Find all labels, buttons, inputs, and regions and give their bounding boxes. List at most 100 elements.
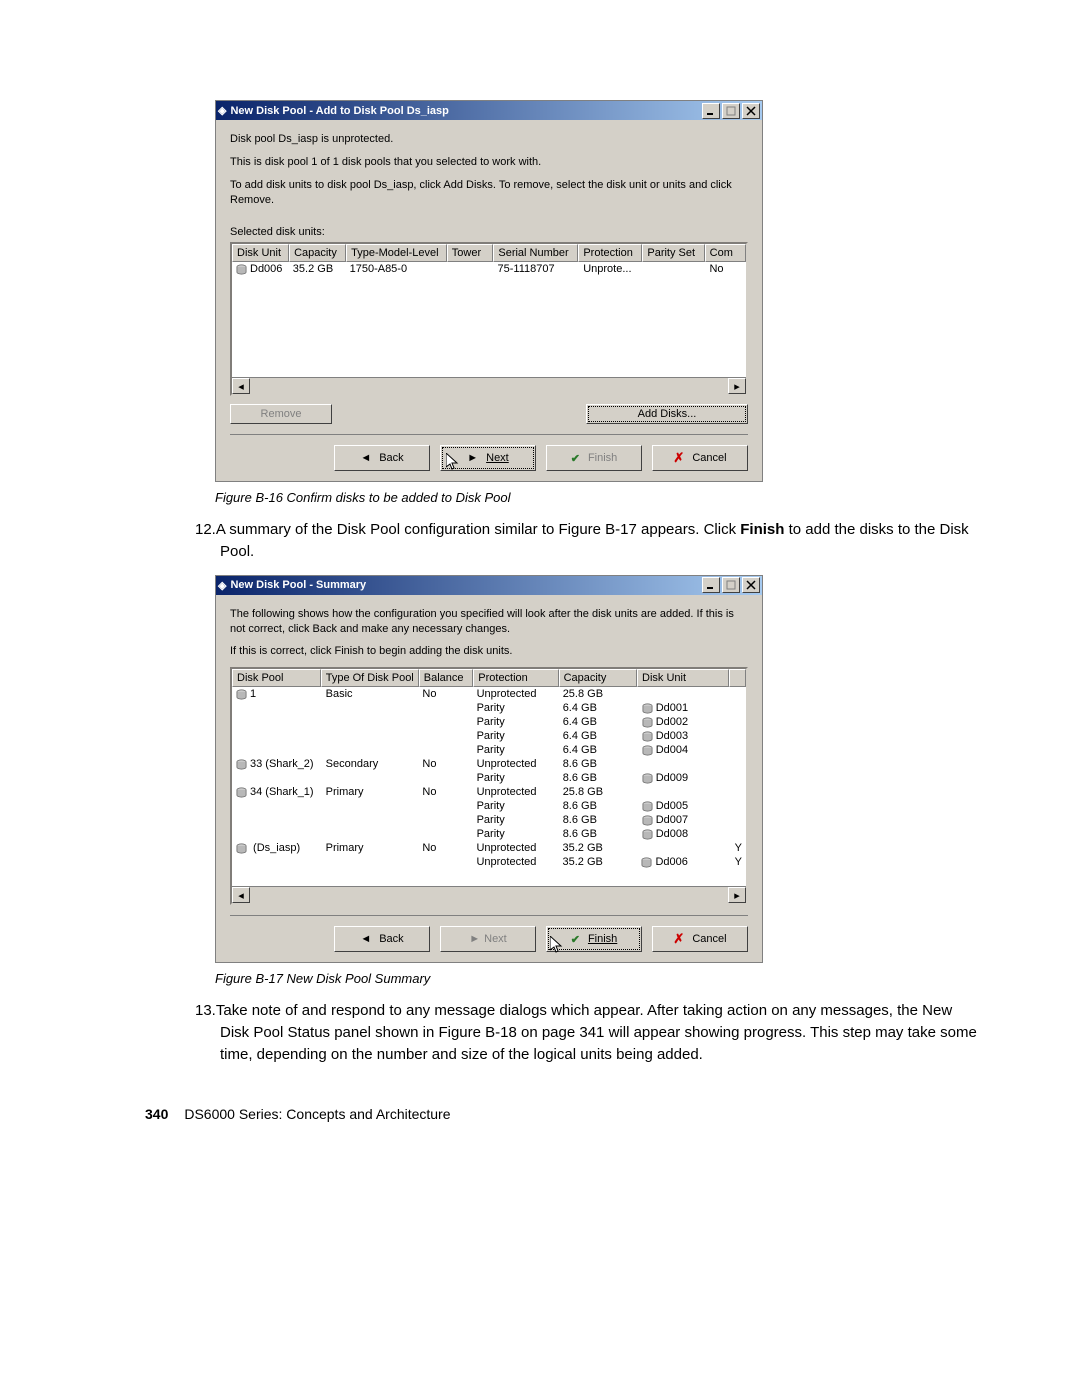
table-cell: Parity xyxy=(473,771,559,785)
table-cell xyxy=(322,855,419,869)
table-cell xyxy=(638,785,731,799)
finish-button[interactable]: ✔Finish xyxy=(546,445,642,471)
table-row[interactable]: Dd00635.2 GB1750-A85-075-1118707Unprote.… xyxy=(232,262,746,276)
table-cell xyxy=(418,701,472,715)
summary-text-2: If this is correct, click Finish to begi… xyxy=(230,644,748,659)
table-row[interactable]: 1BasicNoUnprotected25.8 GB xyxy=(232,687,746,701)
column-header[interactable]: Serial Number xyxy=(493,244,578,262)
maximize-button[interactable] xyxy=(722,577,740,593)
page-footer: 340DS6000 Series: Concepts and Architect… xyxy=(145,1106,980,1122)
column-header[interactable] xyxy=(729,669,746,687)
column-header[interactable]: Disk Unit xyxy=(232,244,289,262)
table-cell xyxy=(322,729,419,743)
table-cell: 8.6 GB xyxy=(559,799,638,813)
table-row[interactable]: (Ds_iasp)PrimaryNoUnprotected35.2 GBY xyxy=(232,841,746,855)
table-cell: Dd003 xyxy=(638,729,731,743)
summary-list[interactable]: Disk PoolType Of Disk PoolBalanceProtect… xyxy=(230,667,748,905)
titlebar[interactable]: ◈ New Disk Pool - Summary xyxy=(216,576,762,595)
table-row[interactable]: Parity8.6 GBDd009 xyxy=(232,771,746,785)
table-cell: Dd006 xyxy=(637,855,730,869)
figure-caption-2: Figure B-17 New Disk Pool Summary xyxy=(215,971,980,986)
next-button[interactable]: Next xyxy=(440,445,536,471)
table-cell xyxy=(731,799,746,813)
table-cell xyxy=(232,813,322,827)
table-row[interactable]: 34 (Shark_1)PrimaryNoUnprotected25.8 GB xyxy=(232,785,746,799)
disk-icon xyxy=(236,264,247,275)
step-13: 13.Take note of and respond to any messa… xyxy=(195,1000,980,1065)
table-cell xyxy=(322,715,419,729)
scroll-left-button[interactable]: ◂ xyxy=(232,887,250,903)
titlebar[interactable]: ◈ New Disk Pool - Add to Disk Pool Ds_ia… xyxy=(216,101,762,120)
remove-button[interactable]: Remove xyxy=(230,404,332,424)
column-header[interactable]: Protection xyxy=(578,244,642,262)
table-row[interactable]: Parity6.4 GBDd001 xyxy=(232,701,746,715)
column-header[interactable]: Type-Model-Level xyxy=(346,244,447,262)
table-cell xyxy=(232,701,322,715)
disk-icon xyxy=(641,857,652,868)
table-cell: Unprotected xyxy=(472,855,558,869)
table-cell: 8.6 GB xyxy=(559,771,638,785)
table-cell xyxy=(418,827,472,841)
add-disks-button[interactable]: Add Disks... xyxy=(586,404,748,424)
column-header[interactable]: Tower xyxy=(447,244,494,262)
column-header[interactable]: Protection xyxy=(473,669,558,687)
table-cell xyxy=(322,813,419,827)
table-cell: Parity xyxy=(473,729,559,743)
table-row[interactable]: Parity8.6 GBDd008 xyxy=(232,827,746,841)
column-header[interactable]: Disk Unit xyxy=(637,669,729,687)
table-row[interactable]: Parity8.6 GBDd007 xyxy=(232,813,746,827)
table-cell xyxy=(418,855,472,869)
column-header[interactable]: Com xyxy=(705,244,746,262)
table-cell: Primary xyxy=(322,785,419,799)
table-cell xyxy=(232,799,322,813)
footer-title: DS6000 Series: Concepts and Architecture xyxy=(184,1106,450,1122)
table-row[interactable]: Parity6.4 GBDd003 xyxy=(232,729,746,743)
column-header[interactable]: Type Of Disk Pool xyxy=(321,669,419,687)
column-header[interactable]: Balance xyxy=(419,669,474,687)
table-cell xyxy=(731,827,746,841)
step-12: 12.A summary of the Disk Pool configurat… xyxy=(195,519,980,563)
table-cell: No xyxy=(418,841,472,855)
table-row[interactable]: Parity6.4 GBDd004 xyxy=(232,743,746,757)
table-cell xyxy=(418,729,472,743)
finish-button[interactable]: ✔Finish xyxy=(546,926,642,952)
table-cell: Unprotected xyxy=(473,757,559,771)
back-button[interactable]: Back xyxy=(334,926,430,952)
column-header[interactable]: Capacity xyxy=(289,244,346,262)
info-text-2: This is disk pool 1 of 1 disk pools that… xyxy=(230,155,748,170)
column-header[interactable]: Capacity xyxy=(559,669,637,687)
column-header[interactable]: Disk Pool xyxy=(232,669,321,687)
maximize-button[interactable] xyxy=(722,103,740,119)
scroll-left-button[interactable]: ◂ xyxy=(232,378,250,394)
table-cell: Basic xyxy=(322,687,419,701)
table-row[interactable]: Parity6.4 GBDd002 xyxy=(232,715,746,729)
table-row[interactable]: Parity8.6 GBDd005 xyxy=(232,799,746,813)
table-cell: Y xyxy=(731,841,746,855)
table-cell: No xyxy=(418,687,472,701)
disk-icon xyxy=(642,829,653,840)
next-button[interactable]: ► Next xyxy=(440,926,536,952)
cancel-button[interactable]: ✗Cancel xyxy=(652,445,748,471)
scroll-right-button[interactable]: ▸ xyxy=(728,887,746,903)
selected-units-label: Selected disk units: xyxy=(230,225,748,240)
table-cell: 33 (Shark_2) xyxy=(232,757,322,771)
selected-disks-list[interactable]: Disk UnitCapacityType-Model-LevelTowerSe… xyxy=(230,242,748,396)
horizontal-scrollbar[interactable]: ◂ ▸ xyxy=(232,377,746,394)
horizontal-scrollbar[interactable]: ◂ ▸ xyxy=(232,886,746,903)
table-cell: Unprote... xyxy=(579,262,643,276)
close-button[interactable] xyxy=(742,103,760,119)
minimize-button[interactable] xyxy=(702,103,720,119)
back-button[interactable]: Back xyxy=(334,445,430,471)
close-button[interactable] xyxy=(742,577,760,593)
scroll-right-button[interactable]: ▸ xyxy=(728,378,746,394)
cancel-button[interactable]: ✗Cancel xyxy=(652,926,748,952)
disk-icon xyxy=(236,843,247,854)
table-row[interactable]: Unprotected35.2 GBDd006Y xyxy=(232,855,746,869)
table-cell: Dd005 xyxy=(638,799,731,813)
column-header[interactable]: Parity Set xyxy=(642,244,704,262)
dialog-add-to-disk-pool: ◈ New Disk Pool - Add to Disk Pool Ds_ia… xyxy=(215,100,763,482)
table-row[interactable]: 33 (Shark_2)SecondaryNoUnprotected8.6 GB xyxy=(232,757,746,771)
app-icon: ◈ xyxy=(218,104,226,117)
table-cell xyxy=(638,687,731,701)
minimize-button[interactable] xyxy=(702,577,720,593)
